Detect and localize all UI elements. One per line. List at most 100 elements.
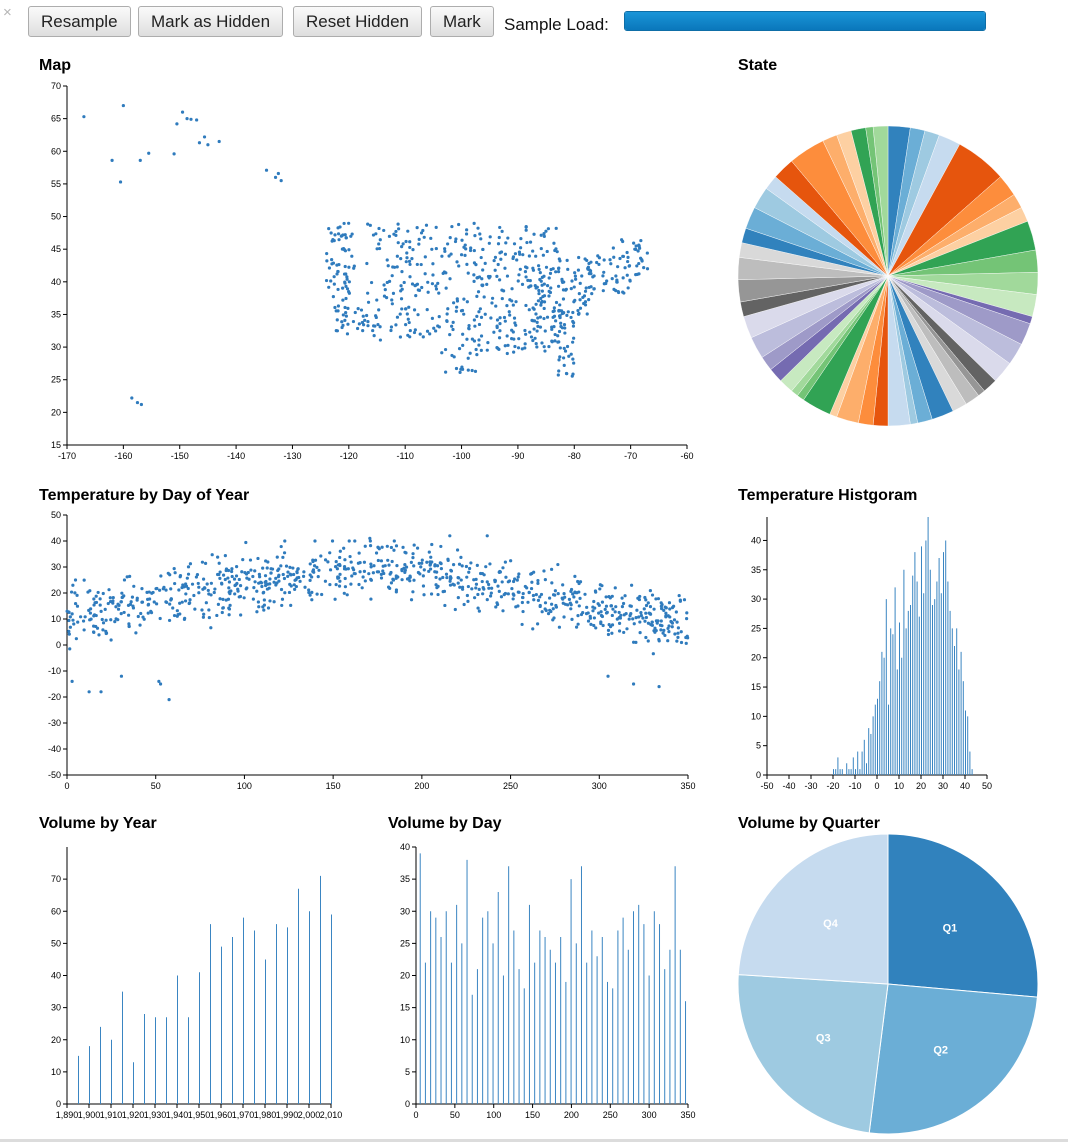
- map-point: [493, 255, 498, 259]
- vol-day-y-tick-label: 30: [400, 906, 410, 916]
- temp-doy-point: [127, 622, 131, 626]
- temp-doy-point: [135, 596, 139, 600]
- reset-hidden-button[interactable]: Reset Hidden: [293, 6, 423, 37]
- temp-doy-point: [400, 569, 404, 573]
- temp-doy-point: [578, 580, 583, 584]
- temp-doy-point: [637, 597, 642, 602]
- temp-doy-point: [468, 566, 472, 571]
- temp-doy-point: [629, 604, 633, 608]
- temp-hist-x-tick-label: -30: [804, 781, 817, 791]
- temp-doy-point: [91, 630, 96, 634]
- map-point: [472, 318, 476, 322]
- temp-doy-point: [101, 621, 106, 625]
- temp-doy-point: [435, 564, 440, 568]
- vol-day-x-tick-label: 150: [525, 1110, 540, 1120]
- mark-button[interactable]: Mark: [430, 6, 494, 37]
- close-icon[interactable]: ×: [3, 4, 12, 21]
- map-point: [407, 320, 411, 325]
- temp-doy-point: [521, 609, 525, 614]
- temp-doy-point: [227, 613, 231, 617]
- temp-doy-point: [109, 618, 113, 622]
- temp-doy-point: [458, 585, 462, 589]
- temp-doy-point: [643, 595, 647, 600]
- temp-doy-point: [630, 583, 634, 587]
- map-point: [324, 278, 329, 283]
- map-point: [450, 353, 454, 358]
- map-point: [426, 290, 430, 294]
- resample-button[interactable]: Resample: [28, 6, 131, 37]
- map-point: [406, 333, 410, 337]
- temp-doy-point: [74, 637, 78, 641]
- temp-doy-point: [392, 548, 396, 552]
- map-point: [635, 272, 639, 276]
- temp-doy-point: [280, 597, 285, 601]
- map-point: [336, 232, 341, 236]
- temp-doy-point: [280, 603, 284, 608]
- temp-doy-point: [388, 572, 392, 576]
- map-point: [597, 256, 602, 260]
- map-point: [397, 227, 401, 231]
- map-point: [477, 338, 481, 342]
- temp-doy-point: [405, 577, 410, 581]
- map-point: [175, 122, 179, 126]
- map-y-tick-label: 25: [51, 375, 61, 385]
- map-point: [562, 363, 566, 367]
- map-point: [560, 326, 564, 330]
- temp-doy-point: [592, 623, 596, 628]
- temp-doy-point: [578, 596, 582, 600]
- map-point: [399, 257, 403, 261]
- map-y-tick-label: 55: [51, 179, 61, 189]
- map-point: [583, 300, 588, 304]
- temp-hist-x-tick-label: 30: [938, 781, 948, 791]
- map-point: [565, 344, 570, 349]
- temp-hist-y-tick-label: 20: [751, 653, 761, 663]
- temp-doy-point: [200, 608, 204, 612]
- map-point: [335, 329, 339, 333]
- vol-year-x-tick-label: 1,890: [56, 1110, 79, 1120]
- temp-doy-point: [611, 607, 615, 611]
- temp-doy-point: [659, 628, 663, 632]
- temp-doy-point: [119, 674, 124, 678]
- temp-doy-point: [614, 605, 618, 609]
- temp-doy-point: [670, 625, 674, 629]
- map-point: [539, 301, 543, 305]
- mark-as-hidden-button[interactable]: Mark as Hidden: [138, 6, 284, 37]
- temp-doy-point: [140, 587, 144, 591]
- temp-doy-point: [660, 607, 664, 611]
- temp-doy-point: [404, 551, 408, 555]
- temp-doy-point: [185, 576, 189, 580]
- map-y-tick-label: 35: [51, 309, 61, 319]
- temp-doy-point: [363, 544, 367, 548]
- temp-doy-point: [95, 626, 100, 630]
- temp-doy-point: [261, 605, 265, 609]
- bottom-rule: [0, 1139, 1068, 1142]
- temp-hist-y-tick-label: 10: [751, 711, 761, 721]
- temp-doy-point: [460, 564, 464, 568]
- temp-doy-point: [550, 567, 554, 571]
- temp-doy-point: [289, 584, 293, 588]
- temp-doy-point: [337, 584, 342, 588]
- map-point: [468, 248, 473, 253]
- temp-hist-axes: -50 -40 -30 -20 -10 0 10 20 30 40 50 0 5 10 15 20 25 30 35…: [751, 517, 992, 791]
- map-point: [477, 343, 481, 347]
- temp-doy-point: [117, 603, 121, 607]
- temp-doy-point: [319, 554, 323, 558]
- temp-doy-y-tick-label: 30: [51, 562, 61, 572]
- temp-doy-point: [238, 594, 243, 599]
- temp-doy-point: [79, 615, 83, 619]
- map-point: [512, 316, 517, 320]
- state-title: State: [738, 57, 778, 74]
- map-point: [417, 242, 421, 246]
- map-point: [572, 285, 576, 289]
- temp-doy-point: [167, 618, 172, 623]
- map-point: [82, 115, 86, 119]
- temp-doy-point: [357, 582, 361, 587]
- map-point: [507, 310, 511, 314]
- temp-doy-point: [675, 620, 679, 624]
- map-point: [545, 249, 549, 254]
- temp-doy-axes: 0 50 100 150 200 250 300 350 -50 -40 -30 -20 -10 0 10 2…: [48, 510, 696, 791]
- temp-doy-y-tick-label: -20: [48, 692, 61, 702]
- map-point: [345, 275, 349, 279]
- temp-doy-point: [289, 603, 293, 607]
- temp-doy-point: [489, 591, 493, 595]
